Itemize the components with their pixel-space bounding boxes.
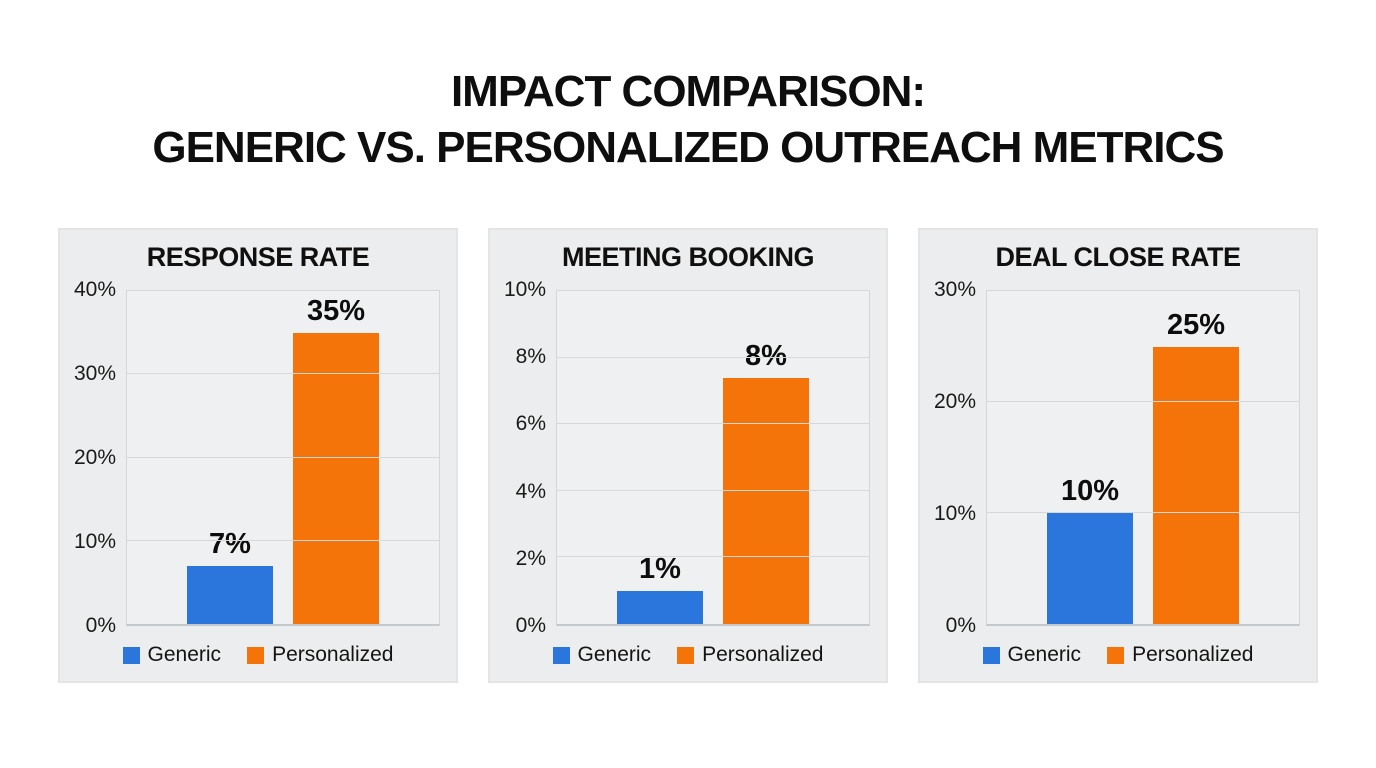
gridline — [127, 539, 439, 541]
chart-legend: Generic Personalized — [60, 643, 456, 667]
gridline — [987, 400, 1299, 402]
gridline — [127, 456, 439, 458]
legend-swatch-generic-icon — [982, 646, 1000, 664]
y-tick-label: 10% — [503, 278, 546, 301]
bars-group: 7% 35% — [127, 291, 439, 624]
y-tick-label: 0% — [945, 614, 976, 637]
legend-swatch-generic-icon — [122, 646, 140, 664]
chart-title: MEETING BOOKING — [561, 242, 815, 272]
bar-value-label: 10% — [1060, 475, 1120, 507]
y-axis-ticks: 40% 30% 20% 10% 0% — [60, 278, 126, 637]
legend-label-personalized: Personalized — [702, 643, 824, 666]
bar-generic: 10% — [1047, 475, 1133, 624]
gridline — [557, 489, 869, 491]
legend-item-generic: Generic — [552, 643, 652, 667]
y-tick-label: 30% — [73, 362, 116, 385]
y-tick-label: 2% — [515, 546, 546, 570]
bars-group: 10% 25% — [987, 291, 1299, 624]
bar-value-label: 35% — [306, 294, 366, 327]
plot-area: 1% 8% — [556, 290, 870, 626]
y-tick-label: 30% — [933, 278, 976, 301]
bar-personalized: 35% — [293, 295, 379, 624]
y-tick-label: 10% — [73, 530, 116, 553]
chart-legend: Generic Personalized — [920, 643, 1316, 667]
gridline — [557, 423, 869, 425]
y-tick-label: 20% — [933, 390, 976, 413]
main-title-line1: IMPACT COMPARISON: — [450, 67, 926, 116]
bar-generic: 1% — [617, 553, 703, 624]
bar-rect-personalized — [1153, 346, 1239, 624]
main-title: IMPACT COMPARISON: GENERIC VS. PERSONALI… — [0, 64, 1376, 177]
chart-title: RESPONSE RATE — [146, 242, 370, 272]
legend-swatch-personalized-icon — [247, 646, 265, 664]
bar-generic: 7% — [187, 528, 273, 624]
y-axis-ticks: 10% 8% 6% 4% 2% 0% — [490, 278, 556, 637]
legend-swatch-generic-icon — [552, 646, 570, 664]
legend-label-personalized: Personalized — [272, 643, 394, 666]
legend-label-generic: Generic — [147, 643, 222, 666]
chart-panel-deal-close-rate: DEAL CLOSE RATE 30% 20% 10% 0% 10% 25% — [918, 228, 1318, 683]
bar-value-label: 7% — [209, 527, 251, 560]
bar-rect-personalized — [293, 332, 379, 624]
legend-item-personalized: Personalized — [1107, 643, 1253, 667]
bar-rect-personalized — [723, 377, 809, 624]
chart-panel-response-rate: RESPONSE RATE 40% 30% 20% 10% 0% 7% 35% — [58, 228, 458, 683]
plot-area: 10% 25% — [986, 290, 1300, 626]
y-tick-label: 0% — [85, 614, 116, 637]
chart-body: 40% 30% 20% 10% 0% 7% 35% — [60, 278, 456, 637]
bar-personalized: 25% — [1153, 309, 1239, 624]
legend-label-generic: Generic — [577, 643, 652, 666]
main-title-line2: GENERIC VS. PERSONALIZED OUTREACH METRIC… — [152, 123, 1224, 173]
gridline — [987, 511, 1299, 513]
y-tick-label: 4% — [515, 479, 546, 503]
legend-item-personalized: Personalized — [677, 643, 823, 667]
legend-item-generic: Generic — [122, 643, 222, 667]
plot-area: 7% 35% — [126, 290, 440, 626]
chart-legend: Generic Personalized — [490, 643, 886, 667]
legend-item-generic: Generic — [982, 643, 1082, 667]
gridline — [557, 556, 869, 558]
chart-panel-meeting-booking: MEETING BOOKING 10% 8% 6% 4% 2% 0% 1% 8% — [488, 228, 888, 683]
legend-label-personalized: Personalized — [1132, 643, 1254, 666]
y-axis-ticks: 30% 20% 10% 0% — [920, 278, 986, 637]
y-tick-label: 20% — [73, 446, 116, 469]
y-tick-label: 6% — [515, 412, 546, 436]
bar-rect-generic — [617, 590, 703, 624]
chart-body: 30% 20% 10% 0% 10% 25% — [920, 278, 1316, 637]
chart-body: 10% 8% 6% 4% 2% 0% 1% 8% — [490, 278, 886, 637]
bar-value-label: 8% — [745, 339, 787, 372]
bar-rect-generic — [1047, 513, 1133, 624]
y-tick-label: 8% — [515, 345, 546, 369]
gridline — [557, 356, 869, 358]
y-tick-label: 0% — [515, 614, 546, 637]
y-tick-label: 40% — [73, 278, 116, 301]
chart-panels-row: RESPONSE RATE 40% 30% 20% 10% 0% 7% 35% — [58, 228, 1318, 683]
bar-value-label: 1% — [639, 552, 681, 585]
bar-personalized: 8% — [723, 340, 809, 624]
legend-swatch-personalized-icon — [677, 646, 695, 664]
gridline — [127, 373, 439, 375]
chart-title: DEAL CLOSE RATE — [995, 242, 1241, 272]
legend-item-personalized: Personalized — [247, 643, 393, 667]
y-tick-label: 10% — [933, 502, 976, 525]
bar-value-label: 25% — [1166, 308, 1226, 341]
legend-label-generic: Generic — [1007, 643, 1082, 666]
bars-group: 1% 8% — [557, 291, 869, 624]
bar-rect-generic — [187, 565, 273, 624]
legend-swatch-personalized-icon — [1107, 646, 1125, 664]
